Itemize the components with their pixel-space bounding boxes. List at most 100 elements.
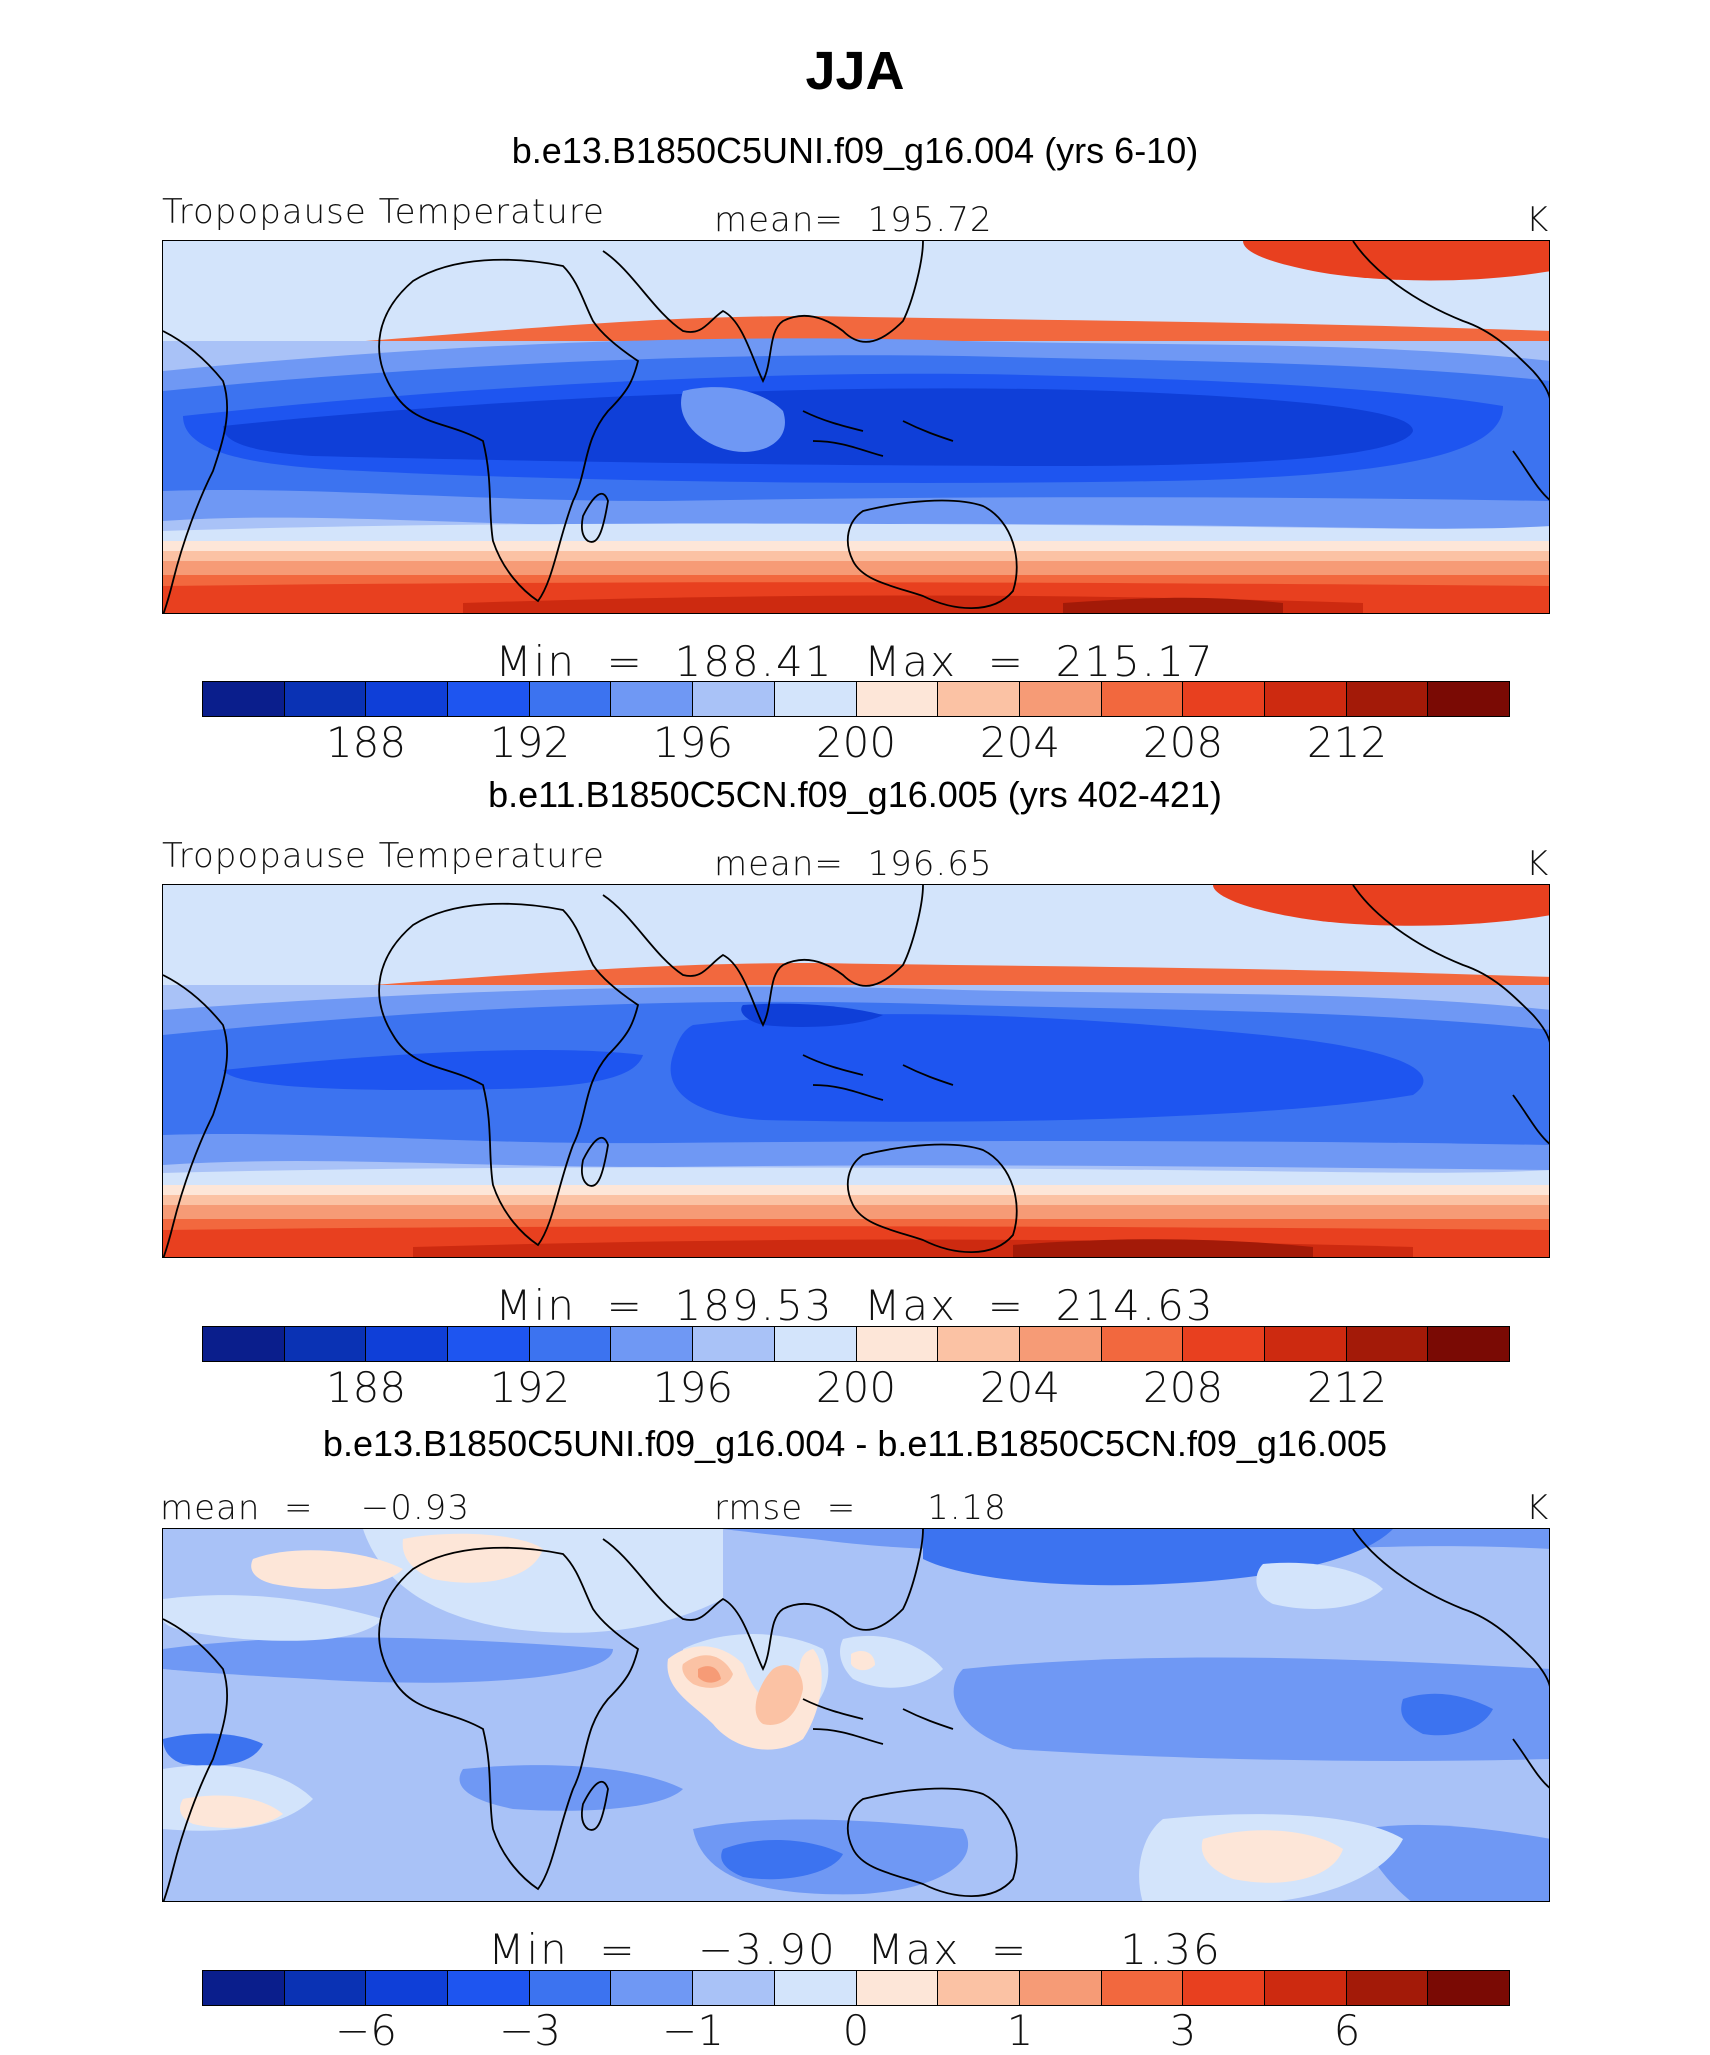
colorbar-swatch-10: [1019, 682, 1102, 716]
colorbar-swatch-13: [1264, 1327, 1347, 1361]
panel-1-band: [163, 241, 1549, 356]
panel-3-coastline: [163, 1618, 229, 1901]
colorbar-swatch-11: [1101, 1327, 1184, 1361]
panel-3-colorbar: [202, 1970, 1510, 2006]
panel-3-coastline: [602, 1529, 924, 1672]
panel-1-case-title: b.e13.B1850C5UNI.f09_g16.004 (yrs 6-10): [511, 130, 1199, 171]
panel-3-band: [698, 1666, 721, 1683]
panel-1-coastline: [1352, 241, 1549, 399]
panel-3-coastline: [580, 1780, 609, 1831]
figure-title: JJA: [805, 41, 905, 101]
colorbar-swatch-1: [284, 1327, 367, 1361]
panel-1-map: [162, 240, 1550, 614]
panel-3-band: [402, 1533, 543, 1583]
panel-1-coastline: [378, 258, 640, 603]
panel-1-mean-label: mean= 195.72: [714, 200, 993, 240]
panel-3-coastline: [846, 1787, 1018, 1897]
panel-2-units-label: K: [1526, 844, 1550, 884]
panel-3-band: [163, 1733, 263, 1766]
panel-3-tick: 1: [1006, 2006, 1034, 2055]
panel-2-tick: 192: [489, 1363, 571, 1412]
colorbar-swatch-6: [693, 1327, 775, 1361]
panel-1-tick: 192: [489, 718, 571, 767]
colorbar-swatch-2: [366, 1327, 449, 1361]
colorbar-swatch-11: [1101, 1971, 1184, 2005]
panel-1-minmax: Min = 188.41 Max = 215.17: [495, 637, 1215, 686]
panel-1-coastline: [802, 410, 954, 457]
panel-3-band: [755, 1665, 803, 1725]
colorbar-swatch-7: [774, 682, 857, 716]
colorbar-swatch-12: [1183, 1971, 1265, 2005]
panel-1-tick: 200: [815, 718, 897, 767]
colorbar-swatch-0: [203, 1327, 285, 1361]
panel-3-band: [1201, 1830, 1343, 1883]
panel-2-band: [163, 1167, 1549, 1185]
panel-3-coastline: [1512, 1738, 1549, 1789]
panel-1-colorbar: [202, 681, 1510, 717]
colorbar-swatch-8: [856, 1971, 939, 2005]
colorbar-swatch-14: [1346, 1327, 1429, 1361]
panel-3-tick: 6: [1333, 2006, 1361, 2055]
colorbar-swatch-5: [611, 1971, 694, 2005]
colorbar-swatch-14: [1346, 1971, 1429, 2005]
panel-3-tick: −1: [662, 2006, 724, 2055]
colorbar-swatch-1: [284, 1971, 367, 2005]
panel-3-band: [840, 1635, 943, 1688]
panel-1-tick: 208: [1142, 718, 1224, 767]
colorbar-swatch-6: [693, 682, 775, 716]
panel-2-minmax: Min = 189.53 Max = 214.63: [495, 1281, 1215, 1330]
colorbar-swatch-7: [774, 1327, 857, 1361]
colorbar-swatch-0: [203, 1971, 285, 2005]
panel-1-field: [163, 241, 1549, 613]
colorbar-swatch-13: [1264, 1971, 1347, 2005]
panel-2-band: [1213, 885, 1549, 926]
colorbar-swatch-5: [611, 1327, 694, 1361]
panel-2-colorbar: [202, 1326, 1510, 1362]
panel-2-band: [163, 1205, 1549, 1219]
panel-3-tick: −6: [335, 2006, 397, 2055]
panel-2-coastline: [602, 885, 924, 1028]
panel-2-tick: 208: [1142, 1363, 1224, 1412]
panel-3-rmse-label: rmse = 1.18: [714, 1488, 1007, 1528]
colorbar-swatch-9: [938, 682, 1020, 716]
panel-2-band: [741, 1003, 883, 1027]
colorbar-swatch-11: [1101, 682, 1184, 716]
panel-2-tick: 200: [815, 1363, 897, 1412]
panel-1-tick: 188: [325, 718, 407, 767]
panel-3-coastline: [1352, 1529, 1549, 1687]
panel-3-tick: 0: [842, 2006, 870, 2055]
colorbar-swatch-12: [1183, 1327, 1265, 1361]
panel-2-tick: 188: [325, 1363, 407, 1412]
colorbar-swatch-7: [774, 1971, 857, 2005]
panel-2-coastline: [580, 1136, 609, 1187]
panel-1-coastline: [602, 241, 924, 384]
panel-2-mean-label: mean= 196.65: [714, 844, 993, 884]
panel-1-band: [163, 561, 1549, 575]
panel-3-coastline: [802, 1698, 954, 1745]
panel-2-band: [163, 885, 1549, 1000]
panel-1-coastline: [846, 499, 1018, 609]
panel-2-field: [163, 885, 1549, 1257]
panel-1-band: [1063, 597, 1283, 613]
panel-1-tick: 212: [1306, 718, 1388, 767]
colorbar-swatch-4: [529, 682, 612, 716]
colorbar-swatch-4: [529, 1971, 612, 2005]
panel-3-tick: 3: [1169, 2006, 1197, 2055]
colorbar-swatch-13: [1264, 682, 1347, 716]
panel-1-tick: 196: [652, 718, 734, 767]
panel-2-coastline: [1352, 885, 1549, 1043]
colorbar-swatch-5: [611, 682, 694, 716]
panel-3-units-label: K: [1526, 1488, 1550, 1528]
colorbar-swatch-10: [1019, 1971, 1102, 2005]
panel-1-units-label: K: [1526, 200, 1550, 240]
panel-1-band: [681, 387, 785, 452]
panel-2-map: [162, 884, 1550, 1258]
colorbar-swatch-3: [448, 1971, 530, 2005]
panel-2-band: [1013, 1239, 1313, 1257]
panel-3-band: [851, 1651, 875, 1671]
colorbar-swatch-10: [1019, 1327, 1102, 1361]
colorbar-swatch-6: [693, 1971, 775, 2005]
colorbar-swatch-15: [1428, 1327, 1509, 1361]
panel-2-band: [163, 1195, 1549, 1207]
panel-1-coastline: [1512, 450, 1549, 501]
